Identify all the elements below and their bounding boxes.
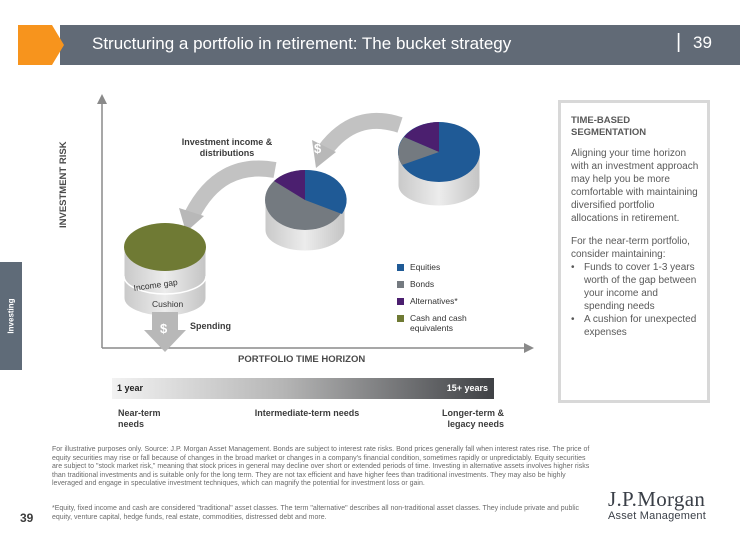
legend-item-alternatives: Alternatives* bbox=[397, 296, 490, 306]
disclaimer-footnote: For illustrative purposes only. Source: … bbox=[52, 446, 590, 488]
dollar-icon-upper: $ bbox=[314, 141, 322, 156]
intermediate-needs-label: Intermediate-term needs bbox=[254, 408, 360, 418]
legend-swatch bbox=[397, 315, 404, 322]
curved-arrow-lower-head-icon bbox=[179, 208, 204, 232]
panel-bullet-text: Funds to cover 1-3 years worth of the ga… bbox=[584, 262, 697, 312]
header-arrow-icon bbox=[18, 25, 64, 65]
page-number: 39 bbox=[20, 511, 34, 525]
legend-label: Bonds bbox=[410, 279, 435, 289]
jpmorgan-logo: J.P.Morgan Asset Management bbox=[608, 487, 706, 522]
side-tab-investing[interactable]: Investing bbox=[0, 262, 22, 370]
y-axis-label: INVESTMENT RISK bbox=[58, 141, 69, 228]
x-axis-arrow-icon bbox=[524, 343, 534, 353]
header-band bbox=[60, 25, 740, 65]
bullet-icon: • bbox=[571, 262, 575, 273]
spending-arrow-icon bbox=[144, 312, 186, 352]
dollar-icon-middle: $ bbox=[172, 186, 180, 201]
legend-swatch bbox=[397, 281, 404, 288]
curved-arrow-upper-head-icon bbox=[312, 140, 336, 168]
dollar-icon-spending: $ bbox=[160, 321, 168, 336]
panel-bullet-2: • A cushion for unexpected expenses bbox=[571, 313, 701, 339]
side-tab-label: Investing bbox=[6, 298, 16, 334]
intermediate-bucket bbox=[264, 169, 347, 252]
legend-label: Alternatives* bbox=[410, 296, 458, 306]
near-term-needs-label: Near-term needs bbox=[118, 408, 161, 429]
timebar-end-label: 15+ years bbox=[446, 383, 488, 393]
legend-item-cash: Cash and cash equivalents bbox=[397, 313, 490, 333]
legend-swatch bbox=[397, 264, 404, 271]
alternatives-footnote: *Equity, fixed income and cash are consi… bbox=[52, 505, 580, 521]
header-separator: | bbox=[676, 31, 682, 53]
panel-bullet-1: • Funds to cover 1-3 years worth of the … bbox=[571, 261, 701, 313]
logo-sub-text: Asset Management bbox=[608, 510, 706, 522]
long-term-bucket bbox=[397, 122, 481, 207]
bucket-diagram: $ $ $ Income gap Cushion bbox=[97, 94, 534, 353]
panel-heading: TIME-BASED SEGMENTATION bbox=[571, 115, 647, 138]
legend-item-bonds: Bonds bbox=[397, 279, 490, 289]
panel-paragraph-1: Aligning your time horizon with an inves… bbox=[571, 148, 699, 224]
panel-bullet-text: A cushion for unexpected expenses bbox=[584, 314, 697, 338]
curved-arrow-upper bbox=[318, 112, 403, 156]
income-label: Investment income & distributions bbox=[181, 137, 273, 158]
segmentation-panel: TIME-BASED SEGMENTATION Aligning your ti… bbox=[558, 100, 710, 403]
header-page-number: 39 bbox=[693, 33, 712, 52]
legend-label: Equities bbox=[410, 262, 441, 272]
header-bar: Structuring a portfolio in retirement: T… bbox=[0, 25, 740, 65]
logo-main-text: J.P.Morgan bbox=[608, 487, 706, 511]
curved-arrow-lower bbox=[184, 160, 277, 219]
longer-term-needs-label: Longer-term & legacy needs bbox=[441, 408, 504, 429]
y-axis-arrow-icon bbox=[97, 94, 107, 104]
cushion-label: Cushion bbox=[152, 299, 183, 309]
timebar-start-label: 1 year bbox=[117, 383, 144, 393]
panel-paragraph-2: For the near-term portfolio, consider ma… bbox=[571, 236, 690, 260]
bullet-icon: • bbox=[571, 314, 575, 325]
legend-swatch bbox=[397, 298, 404, 305]
legend-label: Cash and cash equivalents bbox=[410, 313, 467, 333]
time-horizon-bar: 1 year 15+ years bbox=[112, 378, 494, 399]
page-title: Structuring a portfolio in retirement: T… bbox=[92, 34, 512, 53]
spending-label: Spending bbox=[190, 321, 231, 331]
x-axis-label: PORTFOLIO TIME HORIZON bbox=[238, 354, 366, 365]
legend-item-equities: Equities bbox=[397, 262, 490, 272]
